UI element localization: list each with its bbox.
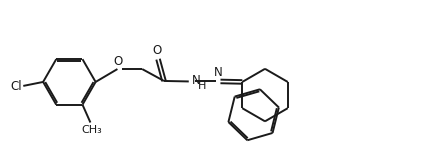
Text: O: O [113, 55, 122, 68]
Text: H: H [197, 81, 206, 91]
Text: N: N [214, 66, 222, 79]
Text: CH₃: CH₃ [81, 124, 102, 135]
Text: Cl: Cl [11, 80, 22, 93]
Text: O: O [152, 44, 162, 57]
Text: N: N [192, 74, 201, 87]
